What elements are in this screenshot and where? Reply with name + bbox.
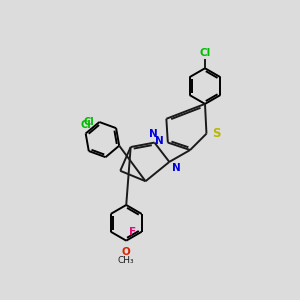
Text: CH₃: CH₃ [118,256,134,265]
Text: S: S [212,127,220,140]
Text: N: N [148,129,157,139]
Text: Cl: Cl [200,48,211,58]
Text: O: O [122,247,130,256]
Text: F: F [129,227,136,237]
Text: Cl: Cl [80,120,91,130]
Text: N: N [154,136,164,146]
Text: Cl: Cl [83,117,94,127]
Text: N: N [172,164,181,173]
